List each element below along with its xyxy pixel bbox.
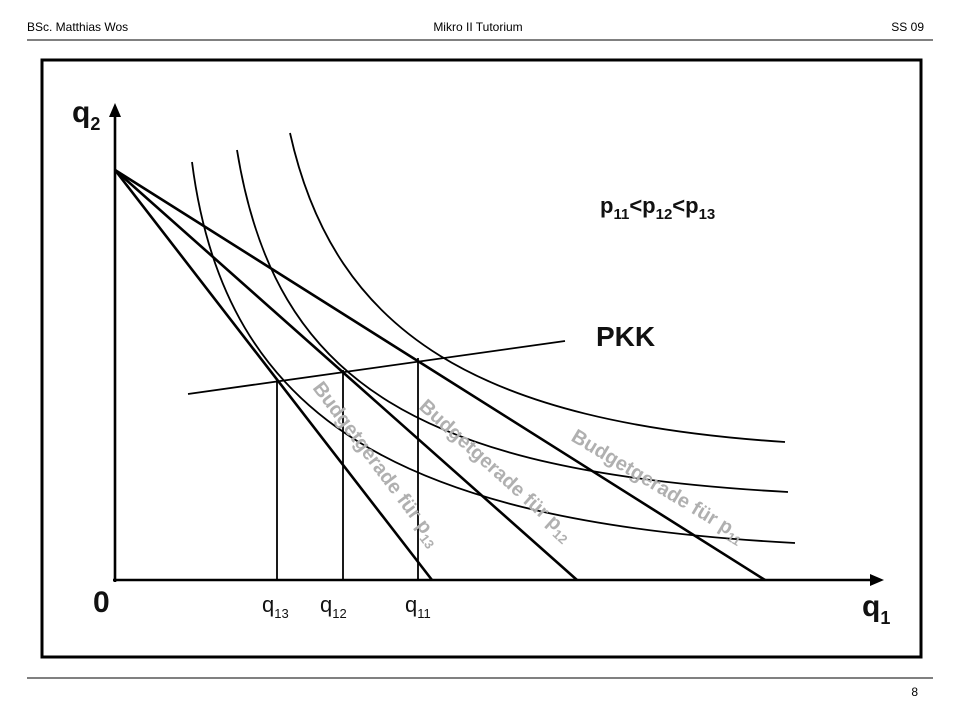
x-mark-label: q13 [262, 592, 289, 621]
origin-label: 0 [93, 586, 110, 619]
x-mark-label: q12 [320, 592, 347, 621]
budget-line [114, 168, 766, 582]
indifference-curve [236, 149, 789, 493]
pkk-label: PKK [596, 321, 655, 352]
header-right: SS 09 [891, 20, 924, 34]
header-center: Mikro II Tutorium [433, 20, 522, 34]
price-consumption-curve [187, 340, 566, 395]
header-left: BSc. Matthias Wos [27, 20, 128, 34]
page-number: 8 [911, 685, 918, 699]
x-mark-label: q11 [405, 592, 431, 621]
price-order: p11<p12<p13 [600, 193, 715, 223]
budget-line [113, 169, 434, 581]
figure-frame [40, 58, 923, 659]
y-axis-label: q2 [72, 96, 100, 134]
y-arrow [109, 103, 121, 117]
x-axis-label: q1 [862, 590, 890, 628]
budget-line [114, 169, 578, 581]
indifference-curve [289, 132, 786, 443]
x-arrow [870, 574, 884, 586]
indifference-curve [191, 161, 796, 544]
